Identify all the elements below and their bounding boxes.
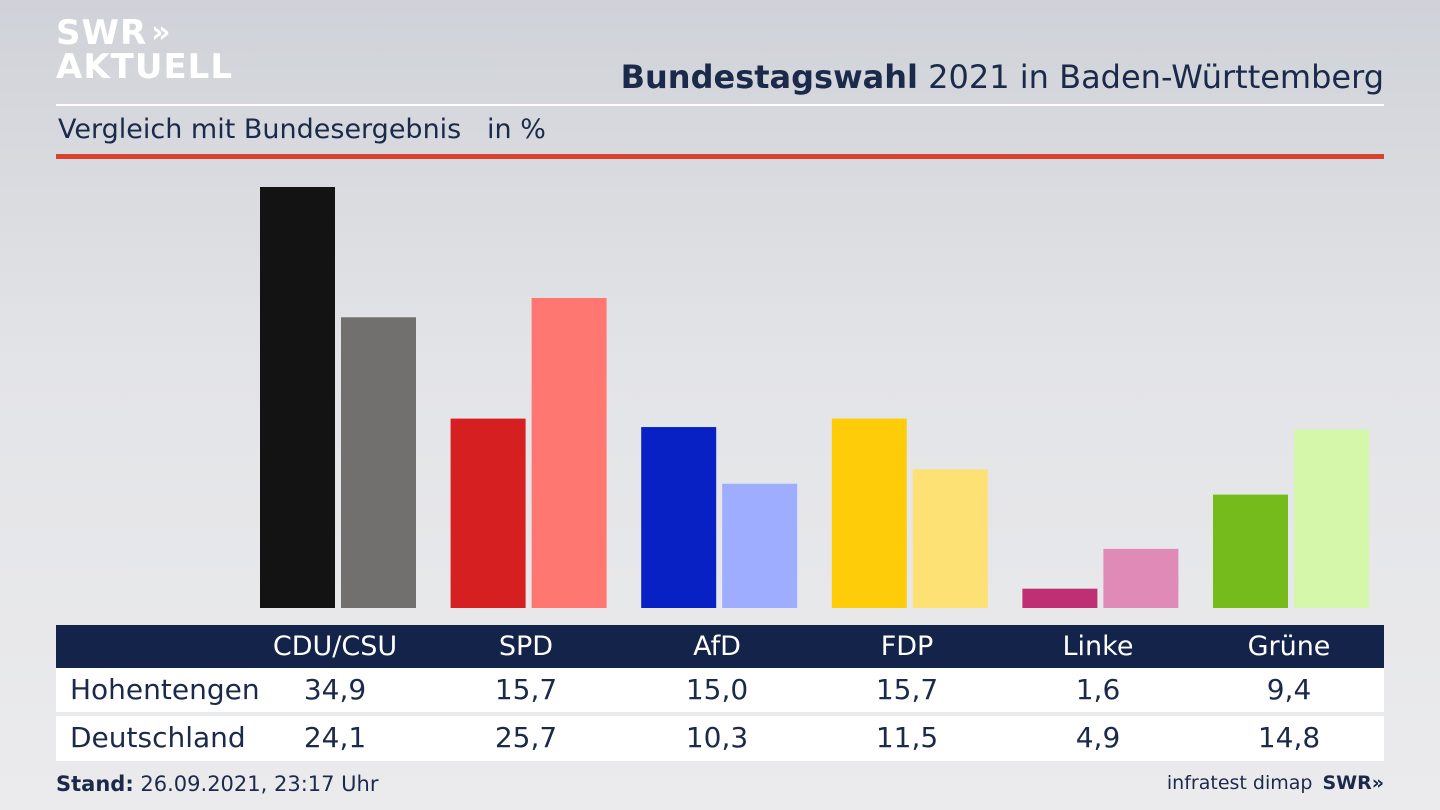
table-row: Hohentengen 34,9 15,7 15,0 15,7 1,6 9,4 — [56, 668, 1384, 712]
logo-line2: AKTUELL — [56, 47, 234, 87]
source-credit: infratest dimap SWR» — [1167, 772, 1384, 794]
table-row: Deutschland 24,1 25,7 10,3 11,5 4,9 14,8 — [56, 716, 1384, 761]
table-cell: 4,9 — [1075, 721, 1121, 754]
table-cell: 15,7 — [494, 673, 558, 706]
chart-subtitle: Vergleich mit Bundesergebnis in % — [58, 114, 546, 145]
row-label: Deutschland — [70, 721, 246, 754]
bar-afd-hohentengen — [641, 427, 717, 608]
column-header: Linke — [1062, 631, 1134, 662]
swr-aktuell-logo: SWR» AKTUELL — [56, 13, 234, 87]
title-bold: Bundestagswahl — [620, 58, 918, 96]
bar-afd-deutschland — [722, 483, 798, 608]
column-header: CDU/CSU — [272, 631, 398, 662]
table-cell: 34,9 — [303, 673, 367, 706]
bar-grüne-hohentengen — [1213, 494, 1288, 608]
bar-fdp-hohentengen — [831, 418, 907, 608]
bar-linke-hohentengen — [1022, 588, 1098, 608]
table-cell: 24,1 — [303, 721, 367, 754]
table-header-row: CDU/CSU SPD AfD FDP Linke Grüne — [56, 625, 1384, 668]
page-title: Bundestagswahl 2021 in Baden-Württemberg — [621, 58, 1384, 96]
divider-red — [56, 154, 1384, 159]
column-header: SPD — [498, 631, 554, 662]
results-table: CDU/CSU SPD AfD FDP Linke Grüne Hohentengen 3… — [56, 625, 1384, 761]
stand-label: Stand: — [56, 772, 134, 796]
bar-spd-deutschland — [531, 297, 607, 608]
bar-cducsu-hohentengen — [260, 187, 335, 608]
table-cell: 11,5 — [875, 721, 939, 754]
bar-linke-deutschland — [1103, 548, 1179, 608]
timestamp: Stand: 26.09.2021, 23:17 Uhr — [56, 772, 379, 796]
table-cell: 10,3 — [685, 721, 749, 754]
table-cell: 15,0 — [685, 673, 749, 706]
row-label: Hohentengen — [70, 673, 260, 706]
stand-value: 26.09.2021, 23:17 Uhr — [133, 772, 379, 796]
bar-fdp-deutschland — [912, 469, 988, 608]
column-header: AfD — [693, 631, 741, 662]
title-rest: 2021 in Baden-Württemberg — [917, 58, 1384, 96]
column-header: FDP — [880, 631, 934, 662]
bar-chart — [260, 187, 1369, 608]
table-cell: 25,7 — [494, 721, 558, 754]
table-cell: 9,4 — [1266, 673, 1312, 706]
bar-cducsu-deutschland — [341, 317, 416, 608]
column-header: Grüne — [1247, 631, 1331, 662]
bar-grüne-deutschland — [1294, 429, 1369, 608]
source-text: infratest dimap — [1166, 772, 1313, 794]
table-cell: 15,7 — [875, 673, 939, 706]
table-cell: 14,8 — [1257, 721, 1321, 754]
logo-line1: SWR — [56, 13, 148, 53]
swr-brand: SWR» — [1322, 772, 1384, 794]
table-cell: 1,6 — [1075, 673, 1121, 706]
bar-spd-hohentengen — [450, 418, 526, 608]
divider-white — [56, 104, 1384, 106]
